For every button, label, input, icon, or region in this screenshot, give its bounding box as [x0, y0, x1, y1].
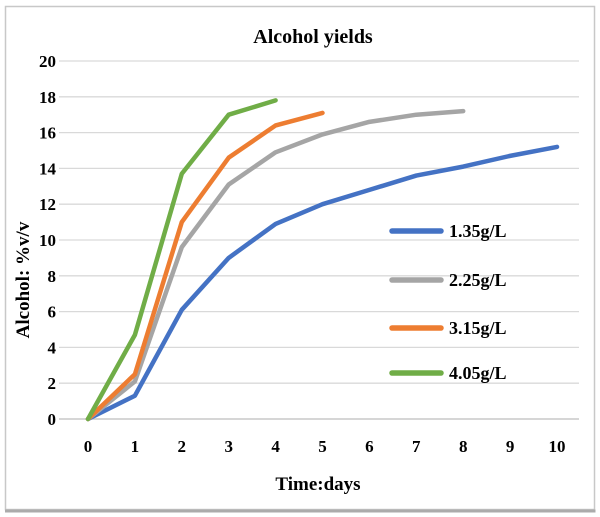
- y-tick-label-16: 16: [39, 124, 56, 143]
- y-tick-label-4: 4: [48, 338, 57, 357]
- legend-label-1.35g/L: 1.35g/L: [449, 221, 507, 241]
- y-tick-label-12: 12: [39, 195, 56, 214]
- series-line-2.25g/L: [85, 108, 466, 422]
- series-line-4.05g/L: [85, 98, 278, 422]
- y-tick-label-18: 18: [39, 88, 56, 107]
- series-line-1.35g/L: [85, 144, 560, 422]
- x-tick-label-0: 0: [84, 437, 93, 456]
- y-tick-label-20: 20: [39, 52, 56, 71]
- x-tick-label-2: 2: [178, 437, 187, 456]
- x-tick-label-3: 3: [224, 437, 233, 456]
- x-tick-label-7: 7: [412, 437, 421, 456]
- x-tick-label-8: 8: [459, 437, 468, 456]
- y-axis-title: Alcohol: %v/v: [13, 221, 34, 338]
- x-tick-label-6: 6: [365, 437, 374, 456]
- chart-title: Alcohol yields: [253, 26, 373, 48]
- y-tick-label-8: 8: [48, 267, 57, 286]
- frame-border: [4, 5, 596, 511]
- y-tick-label-0: 0: [48, 410, 57, 429]
- y-tick-label-10: 10: [39, 231, 56, 250]
- legend-label-2.25g/L: 2.25g/L: [449, 270, 507, 290]
- x-axis-title: Time:days: [275, 474, 360, 495]
- legend-label-4.05g/L: 4.05g/L: [449, 363, 507, 383]
- legend-label-3.15g/L: 3.15g/L: [449, 318, 507, 338]
- x-tick-label-4: 4: [271, 437, 280, 456]
- series-line-3.15g/L: [85, 110, 325, 422]
- x-tick-label-9: 9: [506, 437, 515, 456]
- x-tick-label-1: 1: [131, 437, 140, 456]
- x-tick-label-5: 5: [318, 437, 327, 456]
- y-tick-label-6: 6: [48, 303, 57, 322]
- y-tick-label-2: 2: [48, 374, 57, 393]
- x-tick-label-10: 10: [549, 437, 566, 456]
- y-tick-label-14: 14: [39, 159, 57, 178]
